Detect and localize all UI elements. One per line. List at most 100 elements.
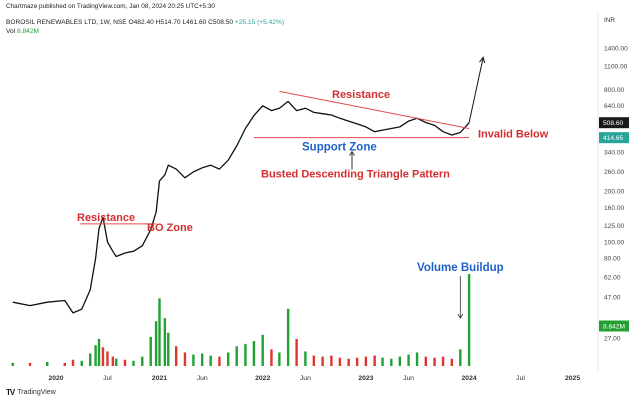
x-tick-label: Jun xyxy=(300,375,311,382)
y-axis-badge-label: 508.60 xyxy=(603,120,624,127)
volume-bar xyxy=(347,358,350,366)
volume-bar xyxy=(235,346,238,366)
projection-arrow-line xyxy=(468,57,484,123)
x-tick-label: 2024 xyxy=(462,375,477,382)
y-tick-label: 62.00 xyxy=(604,274,621,281)
annotation-resistance-left: Resistance xyxy=(77,212,135,224)
volume-bar xyxy=(312,355,316,366)
y-axis-badge-support xyxy=(599,132,629,144)
volume-bar xyxy=(338,357,342,366)
volume-bar xyxy=(80,360,83,366)
volume-bar xyxy=(286,308,290,366)
volume-bar xyxy=(132,360,135,366)
volume-bar xyxy=(174,346,178,366)
volume-bar xyxy=(101,347,105,366)
symbol-header: BOROSIL RENEWABLES LTD, 1W, NSE O482.40 … xyxy=(6,19,284,26)
volume-bar xyxy=(28,362,32,366)
tradingview-logo-icon: TV xyxy=(6,388,15,397)
volume-bar xyxy=(97,338,101,366)
volume-bar xyxy=(355,357,359,366)
volume-bar xyxy=(63,362,66,366)
volume-bar xyxy=(167,332,170,366)
y-tick-label: 100.00 xyxy=(604,239,625,246)
volume-header: Vol 8.842M xyxy=(6,28,39,35)
y-axis-badge-label: 414.65 xyxy=(603,135,624,142)
y-tick-label: 640.00 xyxy=(604,103,625,110)
volume-bar xyxy=(321,356,324,366)
volume-bar xyxy=(183,352,187,366)
volume-bar xyxy=(111,356,115,366)
volume-bar xyxy=(441,356,445,366)
y-tick-label: 160.00 xyxy=(604,205,625,212)
volume-bar xyxy=(192,354,195,366)
x-tick-label: 2020 xyxy=(48,375,63,382)
annotation-volume-buildup: Volume Buildup xyxy=(417,262,504,274)
volume-bar xyxy=(390,358,393,366)
volume-bar xyxy=(89,353,92,366)
low-value: L461.60 xyxy=(182,19,207,26)
volume-bar xyxy=(450,358,454,366)
volume-bar xyxy=(244,344,247,366)
change-value: +25.15 (+5.42%) xyxy=(234,19,285,26)
volume-bar xyxy=(364,356,368,366)
y-tick-label: 260.00 xyxy=(604,169,625,176)
close-value: C508.50 xyxy=(208,19,234,26)
y-tick-label: 125.00 xyxy=(604,223,625,230)
y-axis-badge-price xyxy=(599,117,629,129)
volume-bar xyxy=(330,355,333,366)
open-value: O482.40 xyxy=(128,19,154,26)
volume-buildup-pointer-head xyxy=(457,313,464,319)
volume-bar xyxy=(154,321,158,366)
y-tick-label: 27.00 xyxy=(604,335,621,342)
x-tick-label: 2021 xyxy=(152,375,167,382)
volume-bar xyxy=(149,336,152,366)
tradingview-brand: TV TradingView xyxy=(6,388,56,397)
volume-value: 8.842M xyxy=(17,28,40,35)
volume-bar xyxy=(209,355,212,366)
volume-bar xyxy=(71,359,75,366)
annotation-resistance-top: Resistance xyxy=(332,89,390,101)
descending-resistance-line xyxy=(279,90,470,129)
y-tick-label: 47.00 xyxy=(604,295,621,302)
volume-bar xyxy=(123,359,127,366)
volume-bar xyxy=(141,356,144,366)
volume-bar xyxy=(407,354,410,366)
volume-bar xyxy=(295,338,298,366)
annotation-invalid-below: Invalid Below xyxy=(478,128,549,140)
volume-bar xyxy=(278,352,281,366)
volume-bar xyxy=(381,357,384,366)
volume-bar xyxy=(459,349,462,366)
volume-bar xyxy=(270,349,273,366)
price-series-line xyxy=(12,100,470,314)
volume-label: Vol xyxy=(6,28,16,35)
volume-bar xyxy=(46,361,49,366)
y-axis-badge-volume xyxy=(599,320,629,332)
publisher-line: Chartmaze published on TradingView.com, … xyxy=(6,3,215,10)
volume-bar xyxy=(467,274,471,366)
volume-bar xyxy=(163,318,167,366)
volume-bar xyxy=(11,362,14,366)
volume-bar xyxy=(158,298,161,366)
volume-bar xyxy=(433,357,436,366)
high-value: H514.70 xyxy=(155,19,181,26)
volume-bar xyxy=(226,352,230,366)
x-tick-label: Jun xyxy=(197,375,208,382)
x-tick-label: Jul xyxy=(516,375,525,382)
y-tick-label: 200.00 xyxy=(604,188,625,195)
volume-bar xyxy=(373,355,376,366)
y-axis-badge-label: 8.842M xyxy=(603,324,625,331)
volume-bar xyxy=(200,353,204,366)
busted-pattern-pointer-head xyxy=(349,150,355,156)
volume-bar xyxy=(415,352,419,366)
x-tick-label: 2025 xyxy=(565,375,580,382)
volume-bar xyxy=(261,334,264,366)
y-tick-label: 80.00 xyxy=(604,256,621,263)
y-tick-label: 1400.00 xyxy=(604,46,628,53)
y-tick-label: 1100.00 xyxy=(604,63,628,70)
projection-arrow-head xyxy=(479,56,486,64)
y-tick-label: 800.00 xyxy=(604,87,625,94)
x-tick-label: Jul xyxy=(103,375,112,382)
x-tick-label: Jun xyxy=(403,375,414,382)
